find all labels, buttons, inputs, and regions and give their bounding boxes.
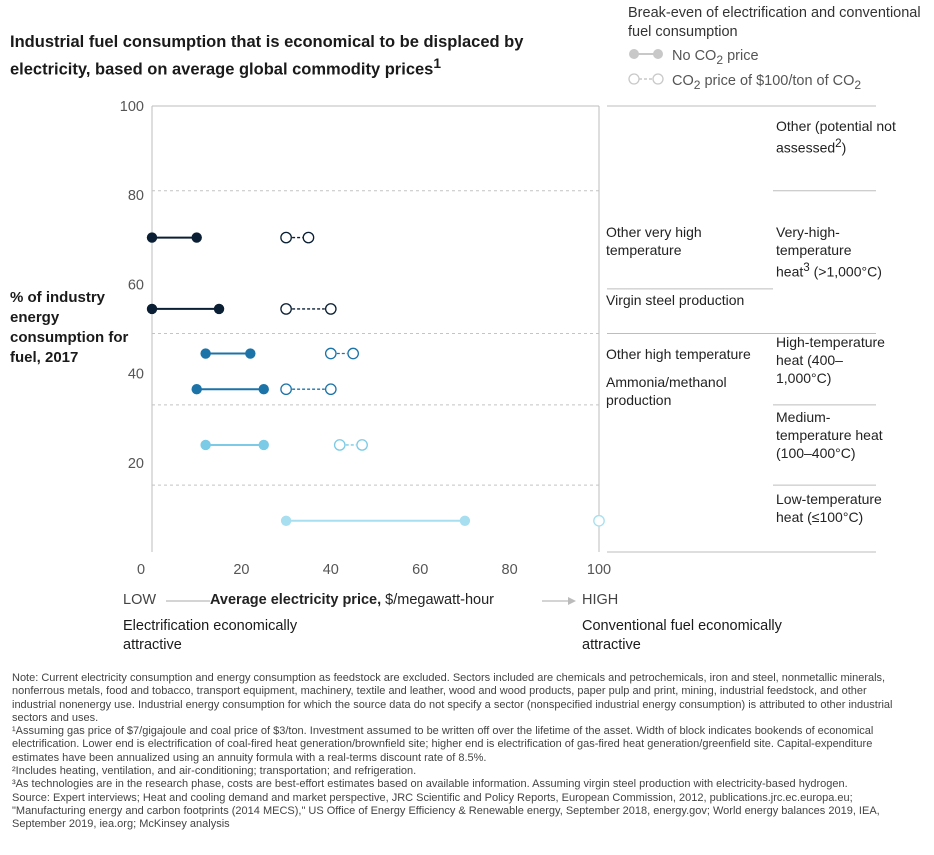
co2-price-high-point [347, 347, 359, 360]
x-axis-low: LOW [123, 592, 157, 608]
note-1: ¹Assuming gas price of $7/gigajoule and … [12, 725, 874, 764]
note-main: Note: Current electricity consumption an… [12, 672, 893, 724]
co2-price-high-point [324, 383, 337, 396]
x-tick-label: 40 [323, 562, 339, 578]
no-price-high-point [245, 348, 256, 359]
x-axis-left-rule [166, 600, 210, 602]
chart-plot: 20 40 60 80 100 0 20 40 60 80 100 [120, 99, 876, 578]
heat-low: Low-temperature heat (≤100°C) [776, 491, 882, 525]
no-price-low-point [191, 384, 202, 395]
heat-other-sup: 2 [835, 137, 842, 150]
x-tick-label: 60 [412, 562, 428, 578]
sector-other-high: Other high temperature [606, 346, 751, 362]
x-axis-arrow-icon [542, 597, 576, 605]
no-price-high-point [213, 303, 225, 315]
legend-open-marker-icon [628, 73, 664, 85]
x-axis-title-unit: $/megawatt-hour [381, 592, 494, 608]
x-axis-title: Average electricity price, $/megawatt-ho… [210, 592, 494, 608]
co2-price-high-point [302, 231, 315, 244]
no-price-high-point [258, 439, 269, 451]
note-3: ³As technologies are in the research pha… [12, 778, 848, 791]
x-tick-label: 20 [233, 562, 249, 578]
x-axis-title-bold: Average electricity price, [210, 592, 382, 608]
no-price-high-point [191, 232, 202, 243]
co2-price-high-point [324, 303, 337, 315]
x-tick-label: 80 [502, 562, 518, 578]
legend-filled-marker-icon [629, 49, 663, 59]
legend-co2-mid: price of $100/ton of CO [700, 73, 855, 89]
x-tick-label: 100 [587, 562, 611, 578]
note-source: Source: Expert interviews; Heat and cool… [12, 791, 880, 831]
title-footnote: 1 [433, 56, 442, 71]
co2-price-high-point [356, 439, 368, 451]
co2-price-low-point [280, 231, 292, 244]
heat-other-text: Other (potential not assessed [776, 118, 896, 156]
mark-layer [146, 231, 605, 527]
co2-price-low-point [593, 514, 605, 527]
heat-other-tail: ) [841, 139, 847, 156]
x-tick-label: 0 [137, 562, 145, 578]
no-price-low-point [200, 348, 211, 359]
heat-very-high: Very-high-temperature heat3 (>1,000°C) [776, 223, 886, 281]
no-price-low-point [200, 439, 211, 451]
sector-virgin-steel: Virgin steel production [606, 292, 745, 308]
conventional-attractive-note: Conventional fuel economically attractiv… [582, 618, 782, 653]
sector-other-very-high: Other very high temperature [606, 224, 702, 258]
heat-very-high-sup: 3 [803, 261, 810, 274]
legend-no-price: No CO2 price [628, 47, 759, 67]
legend-no-price-tail: price [723, 48, 759, 64]
electrification-attractive-note: Electrification economically attractive [123, 618, 298, 653]
no-price-high-point [258, 384, 269, 395]
co2-price-low-point [280, 303, 292, 315]
y-tick-label: 40 [128, 367, 144, 383]
tick-layer: 20 40 60 80 100 0 20 40 60 80 100 [120, 99, 611, 578]
legend-sub: 2 [716, 52, 724, 67]
x-axis-high: HIGH [582, 592, 619, 608]
chart-title: Industrial fuel consumption that is econ… [10, 32, 570, 81]
chart-title-text: Industrial fuel consumption that is econ… [10, 33, 524, 79]
note-2: ²Includes heating, ventilation, and air-… [12, 765, 417, 778]
y-tick-label: 100 [120, 99, 144, 115]
grid-layer [151, 105, 876, 553]
footnotes: Note: Current electricity consumption an… [12, 672, 912, 832]
legend-sub: 2 [854, 77, 862, 92]
no-price-low-point [146, 232, 158, 243]
legend-no-price-text: No CO [672, 48, 717, 64]
legend-title: Break-even of electrification and conven… [628, 5, 921, 40]
heat-other: Other (potential not assessed2) [776, 117, 896, 157]
no-price-low-point [146, 303, 158, 315]
no-price-low-point [280, 515, 292, 526]
legend-sub: 2 [693, 77, 701, 92]
heat-medium: Medium-temperature heat (100–400°C) [776, 409, 883, 461]
co2-price-low-point [324, 347, 337, 360]
heat-very-high-tail: (>1,000°C) [809, 263, 882, 280]
legend-co2-text: CO [672, 73, 694, 89]
co2-price-low-point [280, 383, 292, 396]
co2-price-low-point [333, 439, 346, 451]
heat-very-high-text: Very-high-temperature heat [776, 224, 852, 280]
legend-co2-price: CO2 price of $100/ton of CO2 [628, 72, 861, 92]
y-tick-label: 80 [128, 188, 144, 204]
y-tick-label: 60 [128, 277, 144, 293]
no-price-high-point [459, 515, 471, 526]
heat-high: High-temperature heat (400–1,000°C) [776, 334, 885, 386]
y-tick-label: 20 [128, 456, 144, 472]
sector-ammonia: Ammonia/methanol production [606, 374, 727, 408]
y-axis-label: % of industry energy consumption for fue… [10, 289, 129, 366]
